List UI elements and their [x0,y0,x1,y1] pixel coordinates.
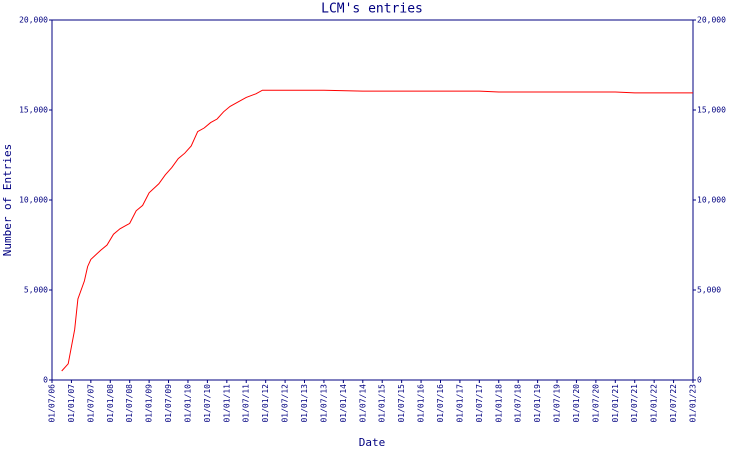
x-tick-label: 01/01/11 [222,384,231,423]
chart-title: LCM's entries [321,2,423,17]
x-tick-label: 01/07/06 [48,384,57,423]
x-tick-label: 01/01/15 [378,384,387,423]
x-tick-label: 01/01/09 [145,384,154,423]
x-tick-label: 01/07/09 [164,384,173,423]
y2-tick-label: 20,000 [697,16,726,25]
x-tick-label: 01/01/20 [572,384,581,423]
plot-frame [51,19,694,381]
x-tick-label: 01/07/20 [591,384,600,423]
x-tick-label: 01/01/12 [261,384,270,423]
x-tick-label: 01/07/14 [358,384,367,423]
x-tick-label: 01/07/22 [669,384,678,423]
x-tick-label: 01/01/07 [67,384,76,423]
x-axis-label: Date [359,436,386,449]
x-tick-label: 01/07/21 [630,384,639,423]
x-tick-label: 01/07/15 [397,384,406,423]
y2-tick-label: 0 [697,376,702,385]
x-tick-label: 01/01/17 [455,384,464,423]
x-tick-label: 01/01/14 [339,384,348,423]
y-tick-label: 15,000 [19,106,48,115]
x-tick-label: 01/07/12 [281,384,290,423]
x-tick-label: 01/01/16 [417,384,426,423]
x-tick-label: 01/07/19 [553,384,562,423]
x-tick-label: 01/01/10 [183,384,192,423]
y-tick-label: 0 [43,376,48,385]
y2-tick-label: 15,000 [697,106,726,115]
x-tick-label: 01/01/13 [300,384,309,423]
x-tick-label: 01/07/07 [86,384,95,423]
y-tick-label: 20,000 [19,16,48,25]
x-tick-label: 01/01/19 [533,384,542,423]
x-tick-label: 01/01/23 [689,384,698,423]
x-tick-label: 01/01/22 [650,384,659,423]
x-tick-label: 01/07/18 [514,384,523,423]
x-tick-label: 01/07/17 [475,384,484,423]
y2-tick-label: 5,000 [697,286,721,295]
y-tick-label: 10,000 [19,196,48,205]
x-tick-label: 01/07/08 [125,384,134,423]
x-tick-label: 01/07/11 [242,384,251,423]
x-tick-label: 01/01/21 [611,384,620,423]
x-tick-label: 01/07/13 [319,384,328,423]
y2-tick-label: 10,000 [697,196,726,205]
x-tick-label: 01/07/10 [203,384,212,423]
data-line [61,89,693,372]
x-tick-label: 01/07/16 [436,384,445,423]
y-tick-label: 5,000 [24,286,48,295]
x-tick-label: 01/01/08 [106,384,115,423]
x-tick-label: 01/01/18 [494,384,503,423]
y-axis-label: Number of Entries [1,144,14,257]
